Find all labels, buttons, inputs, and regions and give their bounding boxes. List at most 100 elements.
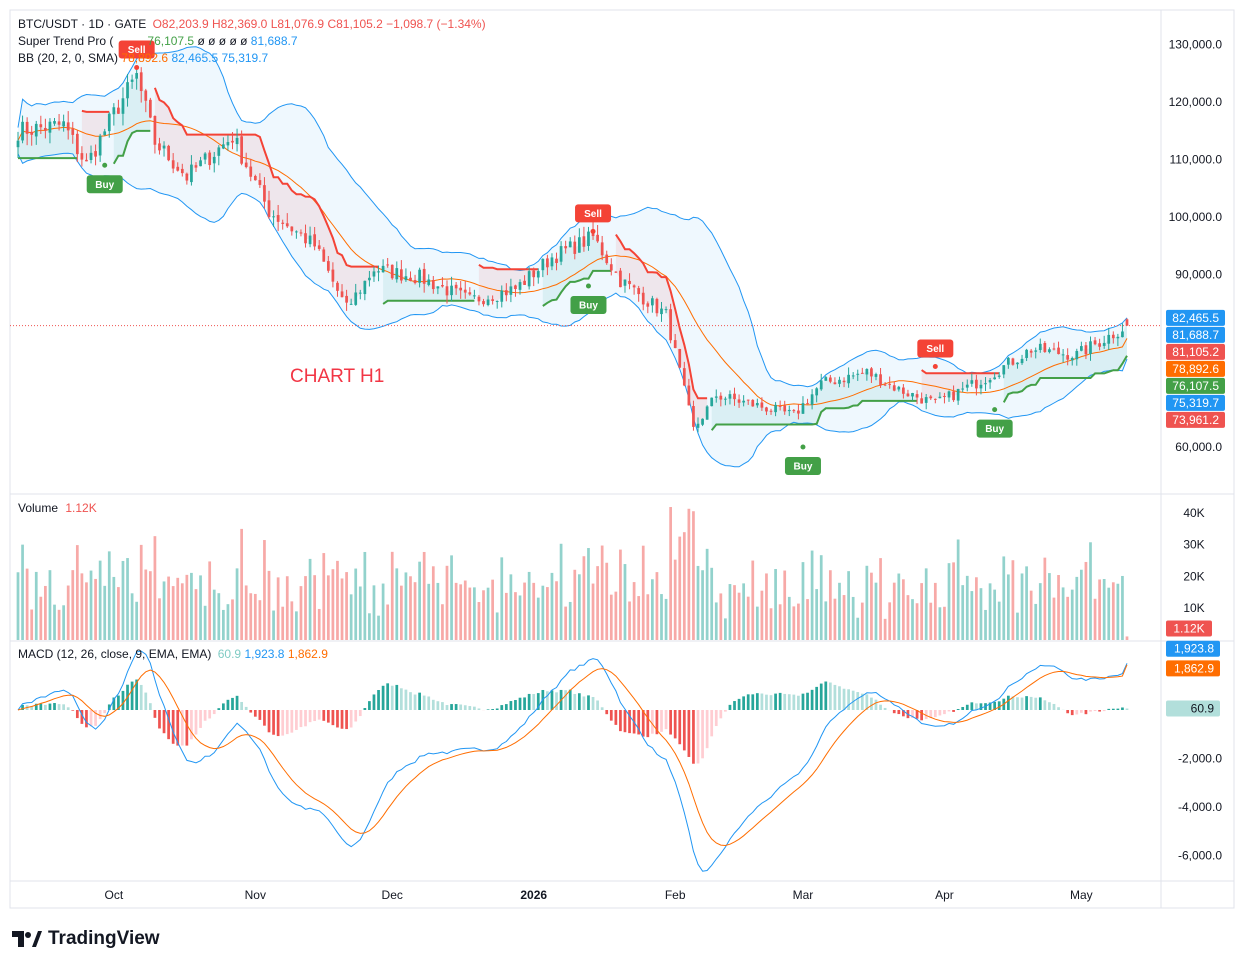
volume-bar <box>737 592 741 640</box>
buy-label: Buy <box>95 180 114 191</box>
volume-bar <box>253 593 257 640</box>
volume-bar <box>317 608 321 640</box>
candle-body <box>30 131 34 135</box>
volume-bar <box>751 560 755 640</box>
supertrend-down-line <box>615 234 708 400</box>
volume-bar <box>860 602 864 640</box>
supertrend-nulls: ø ø ø ø ø <box>197 34 248 48</box>
volume-bar <box>436 582 440 640</box>
macd-hist-bar <box>1025 696 1028 710</box>
candle-body <box>80 153 84 160</box>
candle-body <box>418 269 421 283</box>
candle-body <box>824 377 828 381</box>
volume-pane[interactable] <box>16 507 1129 640</box>
macd-hist-bar <box>929 710 933 719</box>
volume-bar <box>1043 557 1047 640</box>
candle-body <box>34 123 38 137</box>
macd-hist-bar <box>532 694 536 710</box>
volume-bar <box>801 562 805 640</box>
candle-body <box>755 402 759 406</box>
macd-hist-bar <box>920 710 923 721</box>
macd-tick-label: -4,000.0 <box>1178 800 1222 814</box>
volume-bar <box>1038 583 1042 640</box>
candle-body <box>769 410 773 412</box>
macd-hist-bar <box>504 704 508 710</box>
volume-bar <box>1070 589 1074 640</box>
volume-legend[interactable]: Volume 1.12K <box>18 501 97 515</box>
volume-bar <box>445 565 449 640</box>
macd-hist-bar <box>1102 710 1106 712</box>
candle-body <box>892 385 896 391</box>
outer-border <box>9 9 1235 909</box>
volume-bar <box>915 603 919 640</box>
volume-bar <box>331 569 335 640</box>
macd-hist-bar <box>427 696 431 710</box>
candle-body <box>952 391 955 401</box>
candle-body <box>920 398 923 404</box>
macd-hist-bar <box>34 703 38 710</box>
price-pane[interactable]: Sell Buy Sell Buy Buy Sell Buy CHART H1 <box>10 40 1161 476</box>
volume-bar <box>760 590 764 640</box>
candle-body <box>176 166 180 171</box>
candle-body <box>614 271 618 273</box>
candle-body <box>838 379 841 384</box>
volume-bar <box>582 556 586 640</box>
macd-hist-bar <box>62 704 66 710</box>
bb-legend[interactable]: BB (20, 2, 0, SMA) 78,892.6 82,465.5 75,… <box>18 51 268 65</box>
volume-bar <box>34 571 38 640</box>
price-tag <box>1166 360 1225 377</box>
macd-hist-bar <box>902 710 905 717</box>
macd-hist-bar <box>797 695 800 710</box>
buy-label-box <box>570 296 607 314</box>
supertrend-legend[interactable]: Super Trend Pro (76,107.5 ø ø ø ø ø 81,6… <box>18 34 298 48</box>
candle-body <box>692 406 695 427</box>
volume-bar <box>404 572 408 640</box>
time-tick-label: 2026 <box>520 888 547 902</box>
volume-bar <box>473 587 476 640</box>
macd-pane[interactable] <box>17 650 1129 872</box>
candle-body <box>153 116 157 145</box>
macd-hist-bar <box>614 710 618 725</box>
macd-hist-bar <box>44 704 47 710</box>
symbol-title[interactable]: BTC/USDT · 1D · GATE <box>18 17 147 31</box>
volume-bar <box>1034 603 1038 640</box>
candle-body <box>1020 358 1024 364</box>
candle-body <box>1125 319 1129 326</box>
macd-hist-bar <box>345 710 348 730</box>
macd-hist-bar <box>71 710 75 711</box>
candle-body <box>441 285 444 287</box>
volume-bar <box>358 586 362 640</box>
supertrend-value: 76,107.5 <box>147 34 195 48</box>
macd-hist-bar <box>1052 703 1056 710</box>
macd-hist-bar <box>897 710 901 715</box>
candle-body <box>678 348 682 368</box>
candle-body <box>719 395 723 400</box>
candle-body <box>94 151 97 157</box>
macd-hist-bar <box>577 693 581 710</box>
macd-hist-bar <box>865 694 869 710</box>
candle-body <box>1034 350 1038 352</box>
macd-hist-bar <box>495 708 499 710</box>
macd-hist-bar <box>879 704 882 710</box>
candle-body <box>336 282 339 291</box>
volume-bar <box>276 577 280 640</box>
candle-body <box>290 226 294 232</box>
volume-bar <box>349 594 353 640</box>
time-tick-label: Apr <box>935 888 954 902</box>
candle-body <box>222 144 225 149</box>
candle-body <box>486 299 490 306</box>
macd-hist-bar <box>746 694 750 710</box>
macd-hist-bar <box>313 710 317 722</box>
candle-body <box>518 282 522 290</box>
volume-bar <box>107 551 111 640</box>
candle-body <box>573 241 577 254</box>
volume-bar <box>577 574 581 640</box>
macd-hist-bar <box>819 683 823 710</box>
bb-basis-value: 78,892.6 <box>121 51 169 65</box>
macd-hist-bar <box>714 710 718 727</box>
macd-legend[interactable]: MACD (12, 26, close, 9, EMA, EMA) 60.9 1… <box>18 647 328 661</box>
candle-body <box>523 280 526 285</box>
candle-body <box>965 384 969 388</box>
tradingview-brand[interactable]: TradingView <box>12 928 160 950</box>
